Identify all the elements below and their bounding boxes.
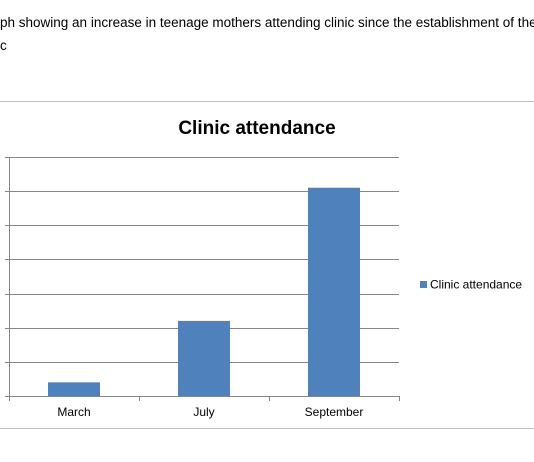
bar-september [308, 187, 360, 396]
legend-swatch [420, 281, 427, 288]
category-label-july: July [193, 405, 214, 419]
chart-frame-bottom-border [0, 428, 534, 429]
category-labels: March July September [57, 405, 363, 419]
bars [48, 187, 360, 396]
chart-title: Clinic attendance [178, 118, 335, 139]
legend: Clinic attendance [420, 278, 522, 292]
caption-text-line-1: ph showing an increase in teenage mother… [0, 15, 534, 30]
caption-text-line-2: c [0, 38, 7, 53]
category-label-september: September [305, 405, 364, 419]
chart-frame-top-border [0, 101, 534, 102]
category-label-march: March [57, 405, 90, 419]
bar-july [178, 320, 230, 396]
legend-label: Clinic attendance [430, 278, 522, 292]
axes [5, 157, 400, 401]
bar-march [48, 382, 100, 396]
